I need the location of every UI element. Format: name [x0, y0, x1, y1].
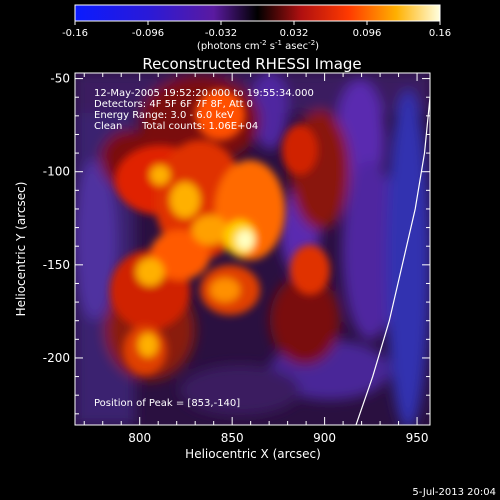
colorbar-tick-label: 0.096 [353, 28, 382, 39]
detectors-text: Detectors: 4F 5F 6F 7F 8F, Att 0 [94, 99, 253, 110]
time-range-text: 12-May-2005 19:52:20.000 to 19:55:34.000 [94, 88, 314, 99]
heatmap-image [75, 73, 430, 425]
colorbar-ticks: -0.16 -0.096 -0.032 0.032 0.096 0.16 [62, 21, 451, 39]
y-tick-label: -50 [50, 72, 70, 86]
peak-position-text: Position of Peak = [853,-140] [94, 398, 240, 409]
footer-date: 5-Jul-2013 20:04 [412, 487, 496, 498]
x-axis-label: Heliocentric X (arcsec) [185, 447, 321, 461]
solar-limb-line [355, 97, 430, 425]
colorbar-tick-label: -0.096 [132, 28, 164, 39]
y-tick-label: -150 [43, 258, 70, 272]
x-tick-label: 850 [221, 431, 244, 445]
y-tick-label: -100 [43, 165, 70, 179]
x-tick-label: 800 [128, 431, 151, 445]
annotation-block: 12-May-2005 19:52:20.000 to 19:55:34.000… [94, 88, 314, 132]
x-tick-label: 900 [313, 431, 336, 445]
colorbar-tick-label: 0.16 [429, 28, 451, 39]
y-axis-ticks: -50 -100 -150 -200 [43, 72, 430, 415]
y-axis-label: Heliocentric Y (arcsec) [14, 182, 28, 317]
colorbar-tick-label: -0.032 [205, 28, 237, 39]
colorbar-tick-label: 0.032 [280, 28, 309, 39]
colorbar-unit-label: (photons cm-2 s-1 asec-2) [197, 39, 319, 52]
colorbar-tick-label: -0.16 [62, 28, 88, 39]
y-tick-label: -200 [43, 351, 70, 365]
plot-frame [74, 72, 431, 426]
x-axis-ticks: 800 850 900 950 [83, 73, 429, 445]
clean-text: Clean [94, 121, 122, 132]
chart-title: Reconstructed RHESSI Image [142, 55, 361, 73]
total-counts-text: Total counts: 1.06E+04 [141, 121, 258, 132]
colorbar [74, 4, 441, 22]
x-tick-label: 950 [406, 431, 429, 445]
energy-range-text: Energy Range: 3.0 - 6.0 keV [94, 110, 234, 121]
